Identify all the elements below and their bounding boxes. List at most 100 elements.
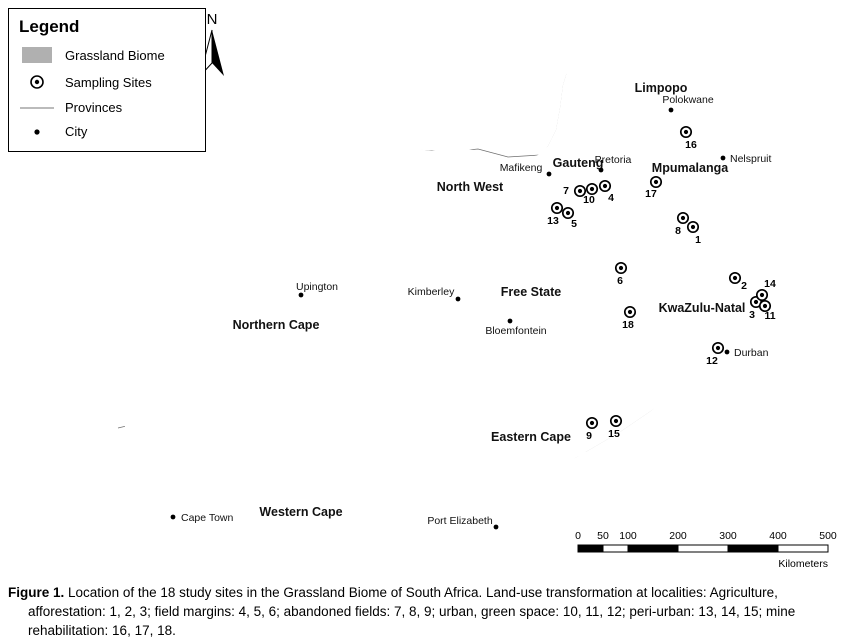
site-number-label: 7 — [563, 185, 569, 197]
city-label: Mafikeng — [500, 162, 543, 174]
city-bloemfontein: Bloemfontein — [485, 318, 547, 337]
figure-caption: Figure 1. Location of the 18 study sites… — [0, 579, 844, 640]
province-label-gauteng: Gauteng — [553, 156, 604, 170]
site-dot — [565, 210, 571, 216]
city-label: Port Elizabeth — [427, 515, 493, 527]
province-label-north-west: North West — [437, 180, 504, 194]
site-dot — [613, 418, 619, 424]
city-kimberley: Kimberley — [408, 286, 461, 302]
scale-bar-segment — [727, 544, 779, 553]
sampling-site-16: 16 — [679, 125, 697, 151]
city-dot-icon — [19, 126, 55, 138]
north-arrow-label: N — [207, 11, 218, 28]
city-dot — [720, 155, 726, 161]
city-dot — [507, 318, 513, 324]
city-label: Bloemfontein — [485, 325, 546, 337]
site-dot — [715, 345, 721, 351]
sampling-site-4: 4 — [598, 179, 614, 204]
city-dot — [724, 349, 730, 355]
site-number-label: 8 — [675, 225, 681, 237]
legend-item-label: Grassland Biome — [65, 47, 165, 63]
site-dot — [680, 215, 686, 221]
site-number-label: 1 — [695, 234, 701, 246]
scale-tick-label: 0 — [575, 530, 581, 542]
scale-bar-segment — [577, 544, 604, 553]
scale-bar-segment — [677, 544, 729, 553]
city-dot — [546, 171, 552, 177]
province-label-western-cape: Western Cape — [259, 505, 342, 519]
legend-item-city: City — [19, 124, 197, 139]
sampling-site-13: 13 — [547, 201, 564, 227]
site-dot — [618, 265, 624, 271]
legend-item-grassland-biome: Grassland Biome — [19, 46, 197, 64]
city-dot — [668, 107, 674, 113]
legend-item-label: Sampling Sites — [65, 74, 152, 90]
city-markers: Polokwane Nelspruit Pretoria Mafikeng Upingt… — [170, 94, 772, 530]
legend: Legend Grassland Biome Sampling Sites Pr… — [8, 8, 206, 152]
sampling-site-7: 7 — [563, 184, 587, 198]
site-number-label: 13 — [547, 215, 559, 227]
sampling-site-2: 2 — [728, 271, 747, 292]
city-cape-town: Cape Town — [170, 512, 234, 524]
legend-title: Legend — [19, 17, 80, 36]
city-nelspruit: Nelspruit — [720, 153, 772, 165]
sampling-site-5: 5 — [561, 206, 577, 230]
site-number-label: 4 — [608, 192, 614, 204]
city-mafikeng: Mafikeng — [500, 162, 552, 177]
city-polokwane: Polokwane — [662, 94, 714, 113]
sampling-site-12: 12 — [706, 341, 725, 367]
sampling-site-9: 9 — [585, 416, 599, 442]
city-dot — [493, 524, 499, 530]
sampling-site-6: 6 — [614, 261, 628, 287]
sampling-site-8: 8 — [675, 211, 690, 237]
city-pretoria: Pretoria — [595, 154, 632, 173]
site-number-label: 18 — [622, 319, 634, 331]
city-label: Polokwane — [662, 94, 714, 106]
site-dot — [759, 292, 765, 298]
scale-unit-label: Kilometers — [778, 558, 828, 570]
sampling-site-18: 18 — [622, 305, 637, 331]
site-number-label: 6 — [617, 275, 623, 287]
city-dot — [598, 167, 604, 173]
sampling-site-17: 17 — [645, 175, 663, 200]
site-dot — [627, 309, 633, 315]
site-number-label: 14 — [764, 278, 776, 290]
site-dot — [683, 129, 689, 135]
city-label: Durban — [734, 347, 769, 359]
sampling-site-14: 14 — [755, 278, 776, 302]
city-upington: Upington — [296, 281, 338, 298]
site-number-label: 12 — [706, 355, 718, 367]
site-number-label: 5 — [571, 218, 577, 230]
scale-tick-label: 500 — [819, 530, 837, 542]
site-dot — [589, 420, 595, 426]
sampling-site-1: 1 — [686, 220, 701, 246]
site-number-label: 15 — [608, 428, 620, 440]
scale-bar-segment — [777, 544, 829, 553]
province-label-mpumalanga: Mpumalanga — [652, 161, 729, 175]
legend-item-sampling-sites: Sampling Sites — [19, 73, 197, 91]
scale-bar-segment — [627, 544, 679, 553]
scale-bar-segment — [602, 544, 629, 553]
scale-tick-label: 400 — [769, 530, 787, 542]
sampling-site-icon — [19, 73, 55, 91]
province-line-icon — [19, 103, 55, 113]
site-number-label: 17 — [645, 188, 657, 200]
site-dot — [753, 299, 759, 305]
caption-label: Figure 1. — [8, 585, 65, 600]
site-number-label: 10 — [583, 194, 595, 206]
scale-tick-label: 100 — [619, 530, 637, 542]
north-arrow: N — [199, 11, 224, 77]
scale-tick-label: 200 — [669, 530, 687, 542]
legend-item-label: City — [65, 124, 88, 139]
sampling-site-10: 10 — [583, 182, 599, 206]
site-dot — [554, 205, 560, 211]
legend-item-label: Provinces — [65, 100, 123, 115]
city-dot — [170, 514, 176, 520]
site-number-label: 3 — [749, 309, 755, 321]
city-dot — [455, 296, 461, 302]
city-label: Nelspruit — [730, 153, 772, 165]
site-dot — [589, 186, 595, 192]
legend-item-provinces: Provinces — [19, 100, 197, 115]
